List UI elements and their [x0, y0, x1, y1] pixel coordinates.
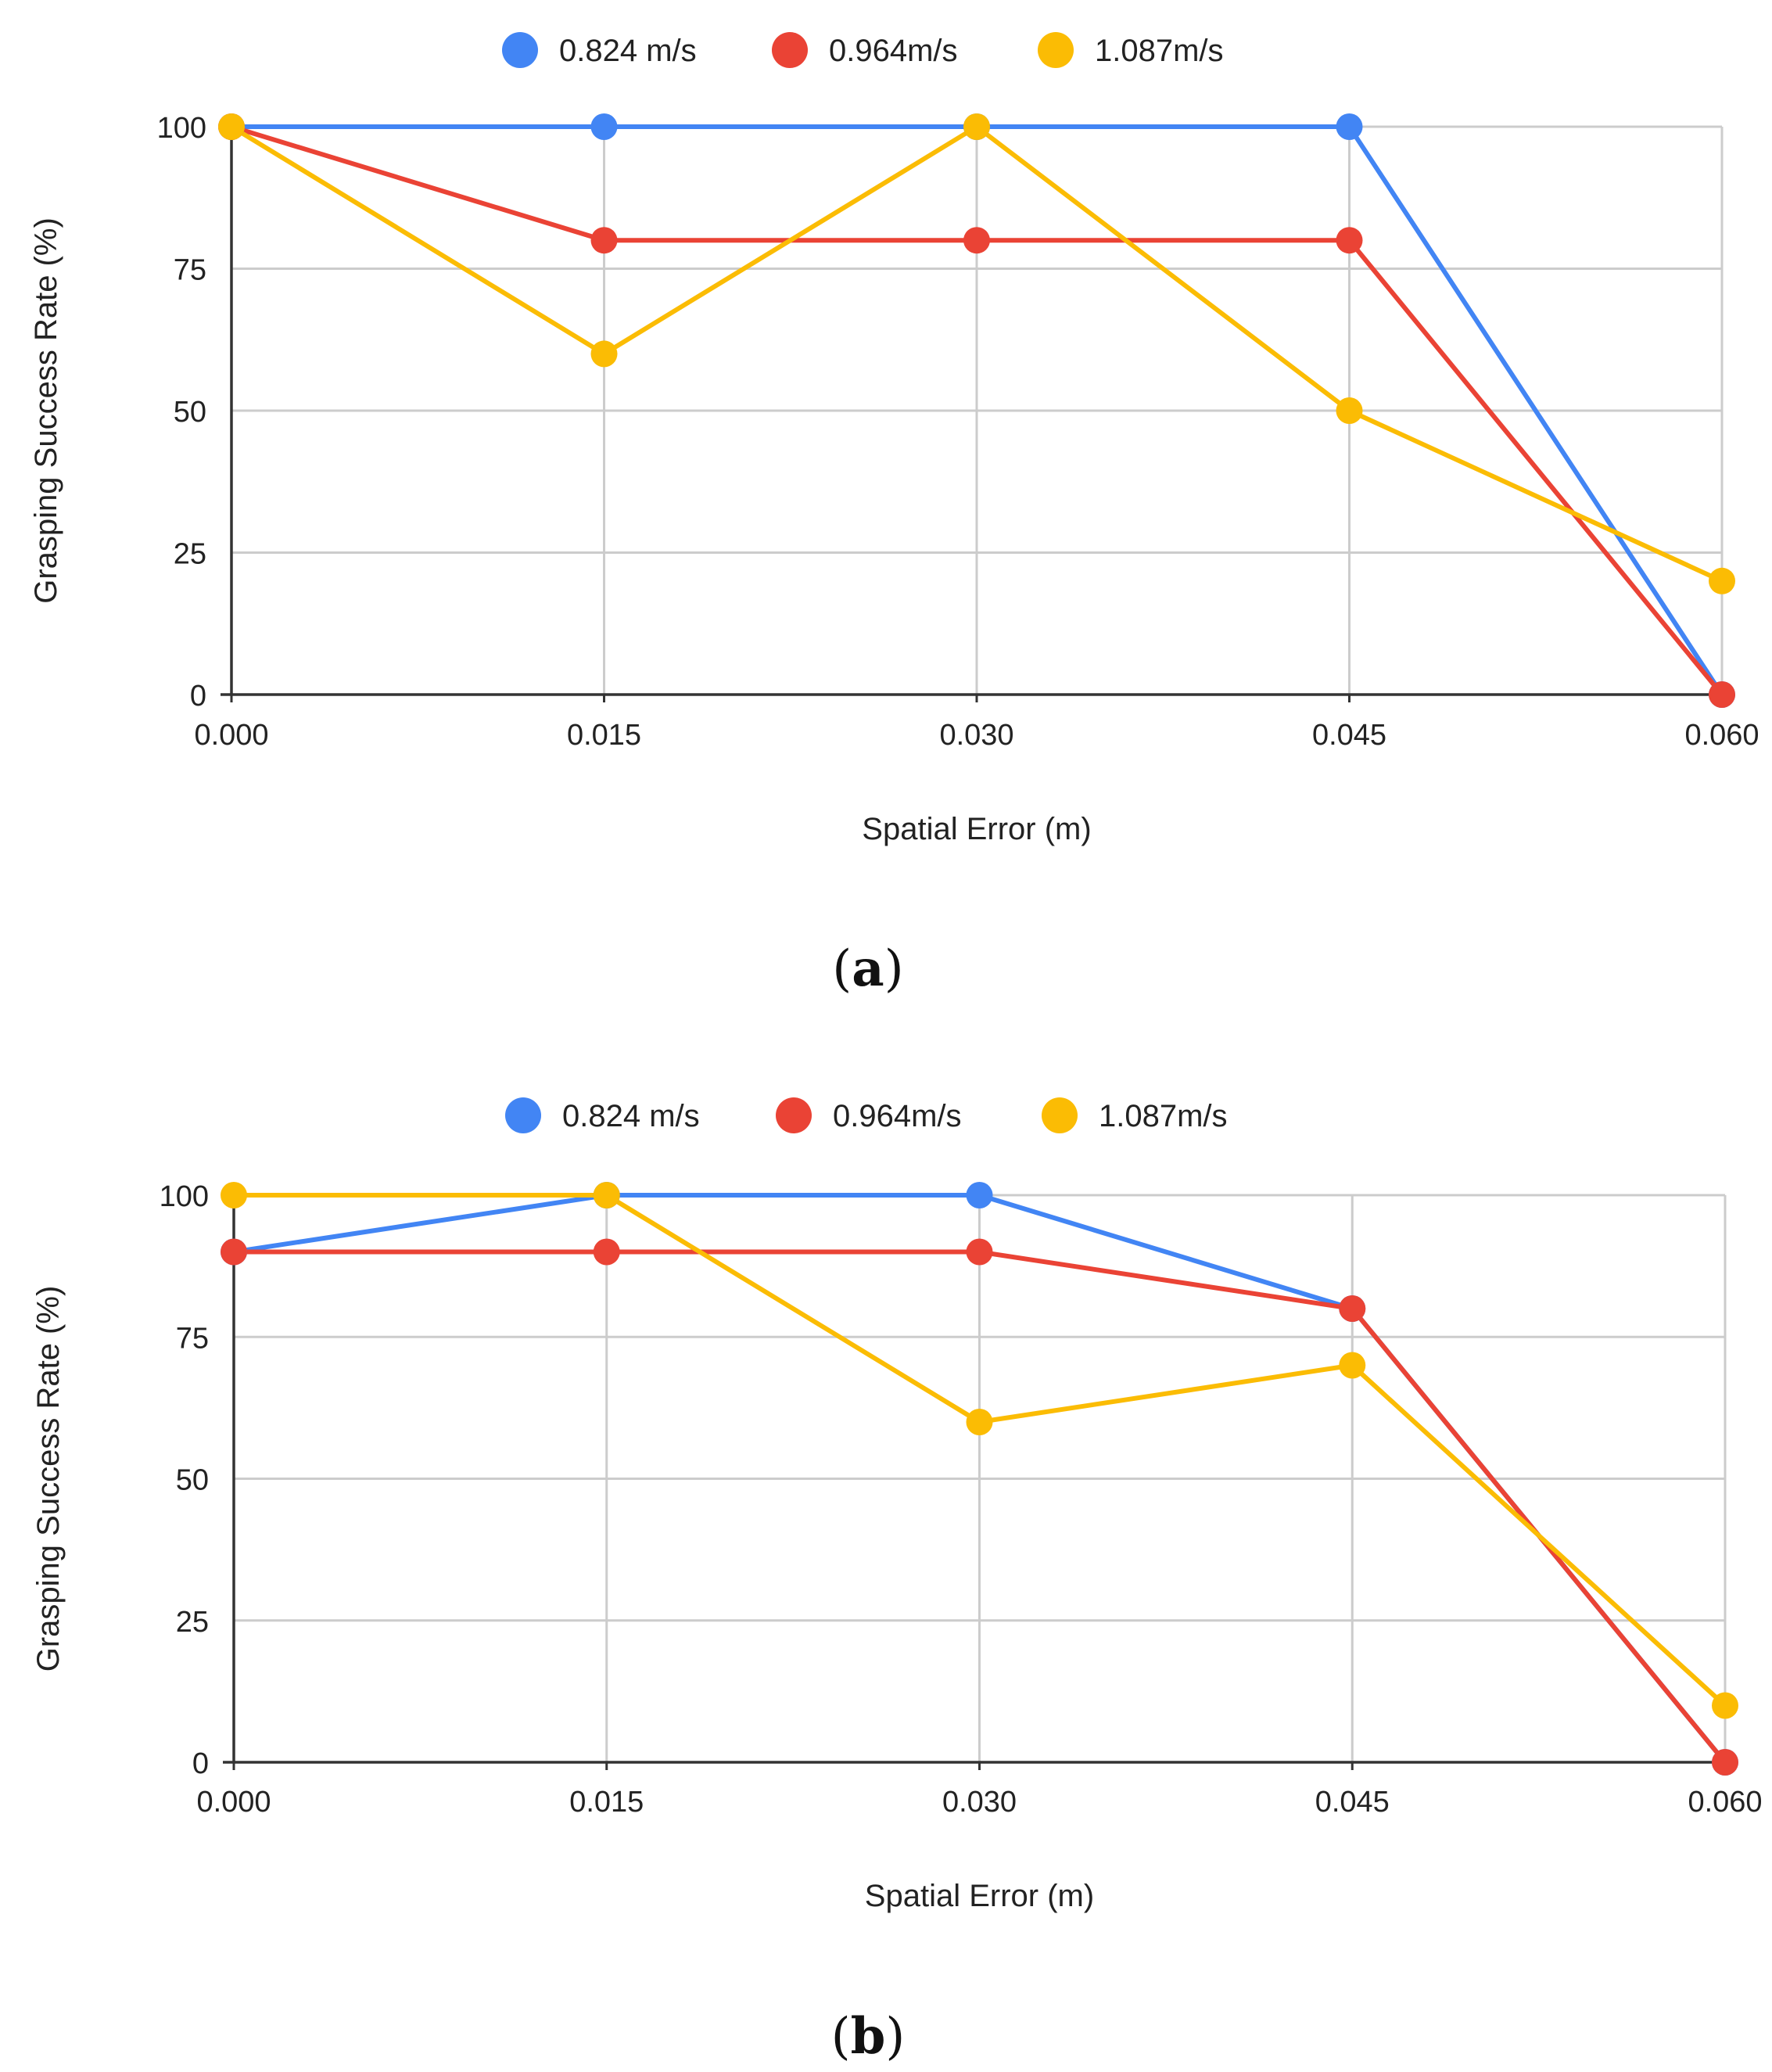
x-tick-label: 0.015 [567, 719, 641, 752]
legend-marker [1042, 1097, 1078, 1133]
legend-item-2: 1.087m/s [1042, 1097, 1228, 1133]
data-point-series-2 [218, 113, 245, 140]
data-point-series-0 [966, 1182, 993, 1208]
panel-caption: (a) [832, 939, 903, 998]
legend-item-2: 1.087m/s [1038, 32, 1224, 68]
data-point-series-2 [1336, 397, 1363, 424]
data-point-series-1 [963, 227, 990, 254]
y-tick-label: 50 [174, 396, 206, 429]
legend-label: 0.964m/s [833, 1099, 962, 1133]
data-point-series-1 [1339, 1295, 1366, 1322]
data-point-series-1 [1336, 227, 1363, 254]
legend-label: 1.087m/s [1095, 34, 1224, 68]
y-tick-label: 100 [157, 112, 206, 145]
legend-marker [1038, 32, 1074, 68]
legend-marker [505, 1097, 541, 1133]
data-point-series-2 [963, 113, 990, 140]
legend-label: 0.964m/s [829, 34, 958, 68]
data-point-series-2 [1339, 1352, 1366, 1379]
data-point-series-2 [1712, 1692, 1738, 1719]
chart-panel-a: 0 25 50 75 100 0.000 0.015 0.030 0.045 0.060 0.824… [29, 32, 1759, 998]
data-point-series-1 [1712, 1749, 1738, 1776]
caption-close-paren: ) [884, 940, 904, 998]
legend-item-1: 0.964m/s [776, 1097, 962, 1133]
data-point-series-2 [221, 1182, 247, 1208]
y-tick-label: 0 [192, 1747, 209, 1780]
data-point-series-2 [1709, 567, 1735, 594]
x-tick-label: 0.060 [1684, 719, 1759, 752]
data-point-series-0 [590, 113, 618, 140]
legend-label: 0.824 m/s [562, 1099, 700, 1133]
legend-marker [502, 32, 538, 68]
data-point-series-1 [593, 1238, 620, 1266]
legend-item-0: 0.824 m/s [505, 1097, 700, 1133]
y-tick-label: 0 [190, 680, 206, 713]
data-point-series-1 [590, 227, 618, 254]
caption-letter: b [851, 2007, 886, 2066]
data-point-series-1 [966, 1238, 993, 1266]
caption-open-paren: ( [831, 2008, 851, 2066]
caption-open-paren: ( [832, 940, 852, 998]
data-point-series-1 [221, 1238, 247, 1266]
x-tick-label: 0.030 [942, 1786, 1017, 1819]
y-tick-label: 100 [160, 1180, 209, 1213]
legend-label: 1.087m/s [1099, 1099, 1228, 1133]
y-tick-label: 75 [174, 254, 206, 287]
data-point-series-2 [966, 1409, 993, 1435]
y-tick-label: 50 [176, 1464, 209, 1497]
x-tick-label: 0.000 [194, 719, 268, 752]
data-point-series-2 [593, 1182, 620, 1208]
legend-item-0: 0.824 m/s [502, 32, 697, 68]
data-point-series-1 [1709, 681, 1735, 708]
legend-marker [776, 1097, 812, 1133]
caption-letter: a [852, 939, 884, 998]
x-axis-title: Spatial Error (m) [862, 812, 1091, 846]
caption-close-paren: ) [885, 2008, 905, 2066]
y-tick-label: 25 [176, 1606, 209, 1639]
legend-item-1: 0.964m/s [772, 32, 958, 68]
x-tick-label: 0.030 [939, 719, 1013, 752]
data-point-series-2 [590, 340, 618, 368]
y-tick-label: 25 [174, 538, 206, 571]
x-tick-label: 0.045 [1315, 1786, 1390, 1819]
data-point-series-0 [1336, 113, 1363, 140]
x-tick-label: 0.045 [1312, 719, 1386, 752]
legend-marker [772, 32, 808, 68]
chart-panel-b: 0 25 50 75 100 0.000 0.015 0.030 0.045 0.060 0.824… [31, 1097, 1763, 2066]
x-axis-title: Spatial Error (m) [865, 1879, 1094, 1913]
legend-label: 0.824 m/s [559, 34, 697, 68]
y-tick-label: 75 [176, 1322, 209, 1355]
x-tick-label: 0.060 [1688, 1786, 1762, 1819]
x-tick-label: 0.000 [196, 1786, 271, 1819]
y-axis-title: Grasping Success Rate (%) [31, 1286, 66, 1672]
panel-caption: (b) [831, 2007, 906, 2066]
x-tick-label: 0.015 [569, 1786, 644, 1819]
y-axis-title: Grasping Success Rate (%) [29, 217, 63, 604]
